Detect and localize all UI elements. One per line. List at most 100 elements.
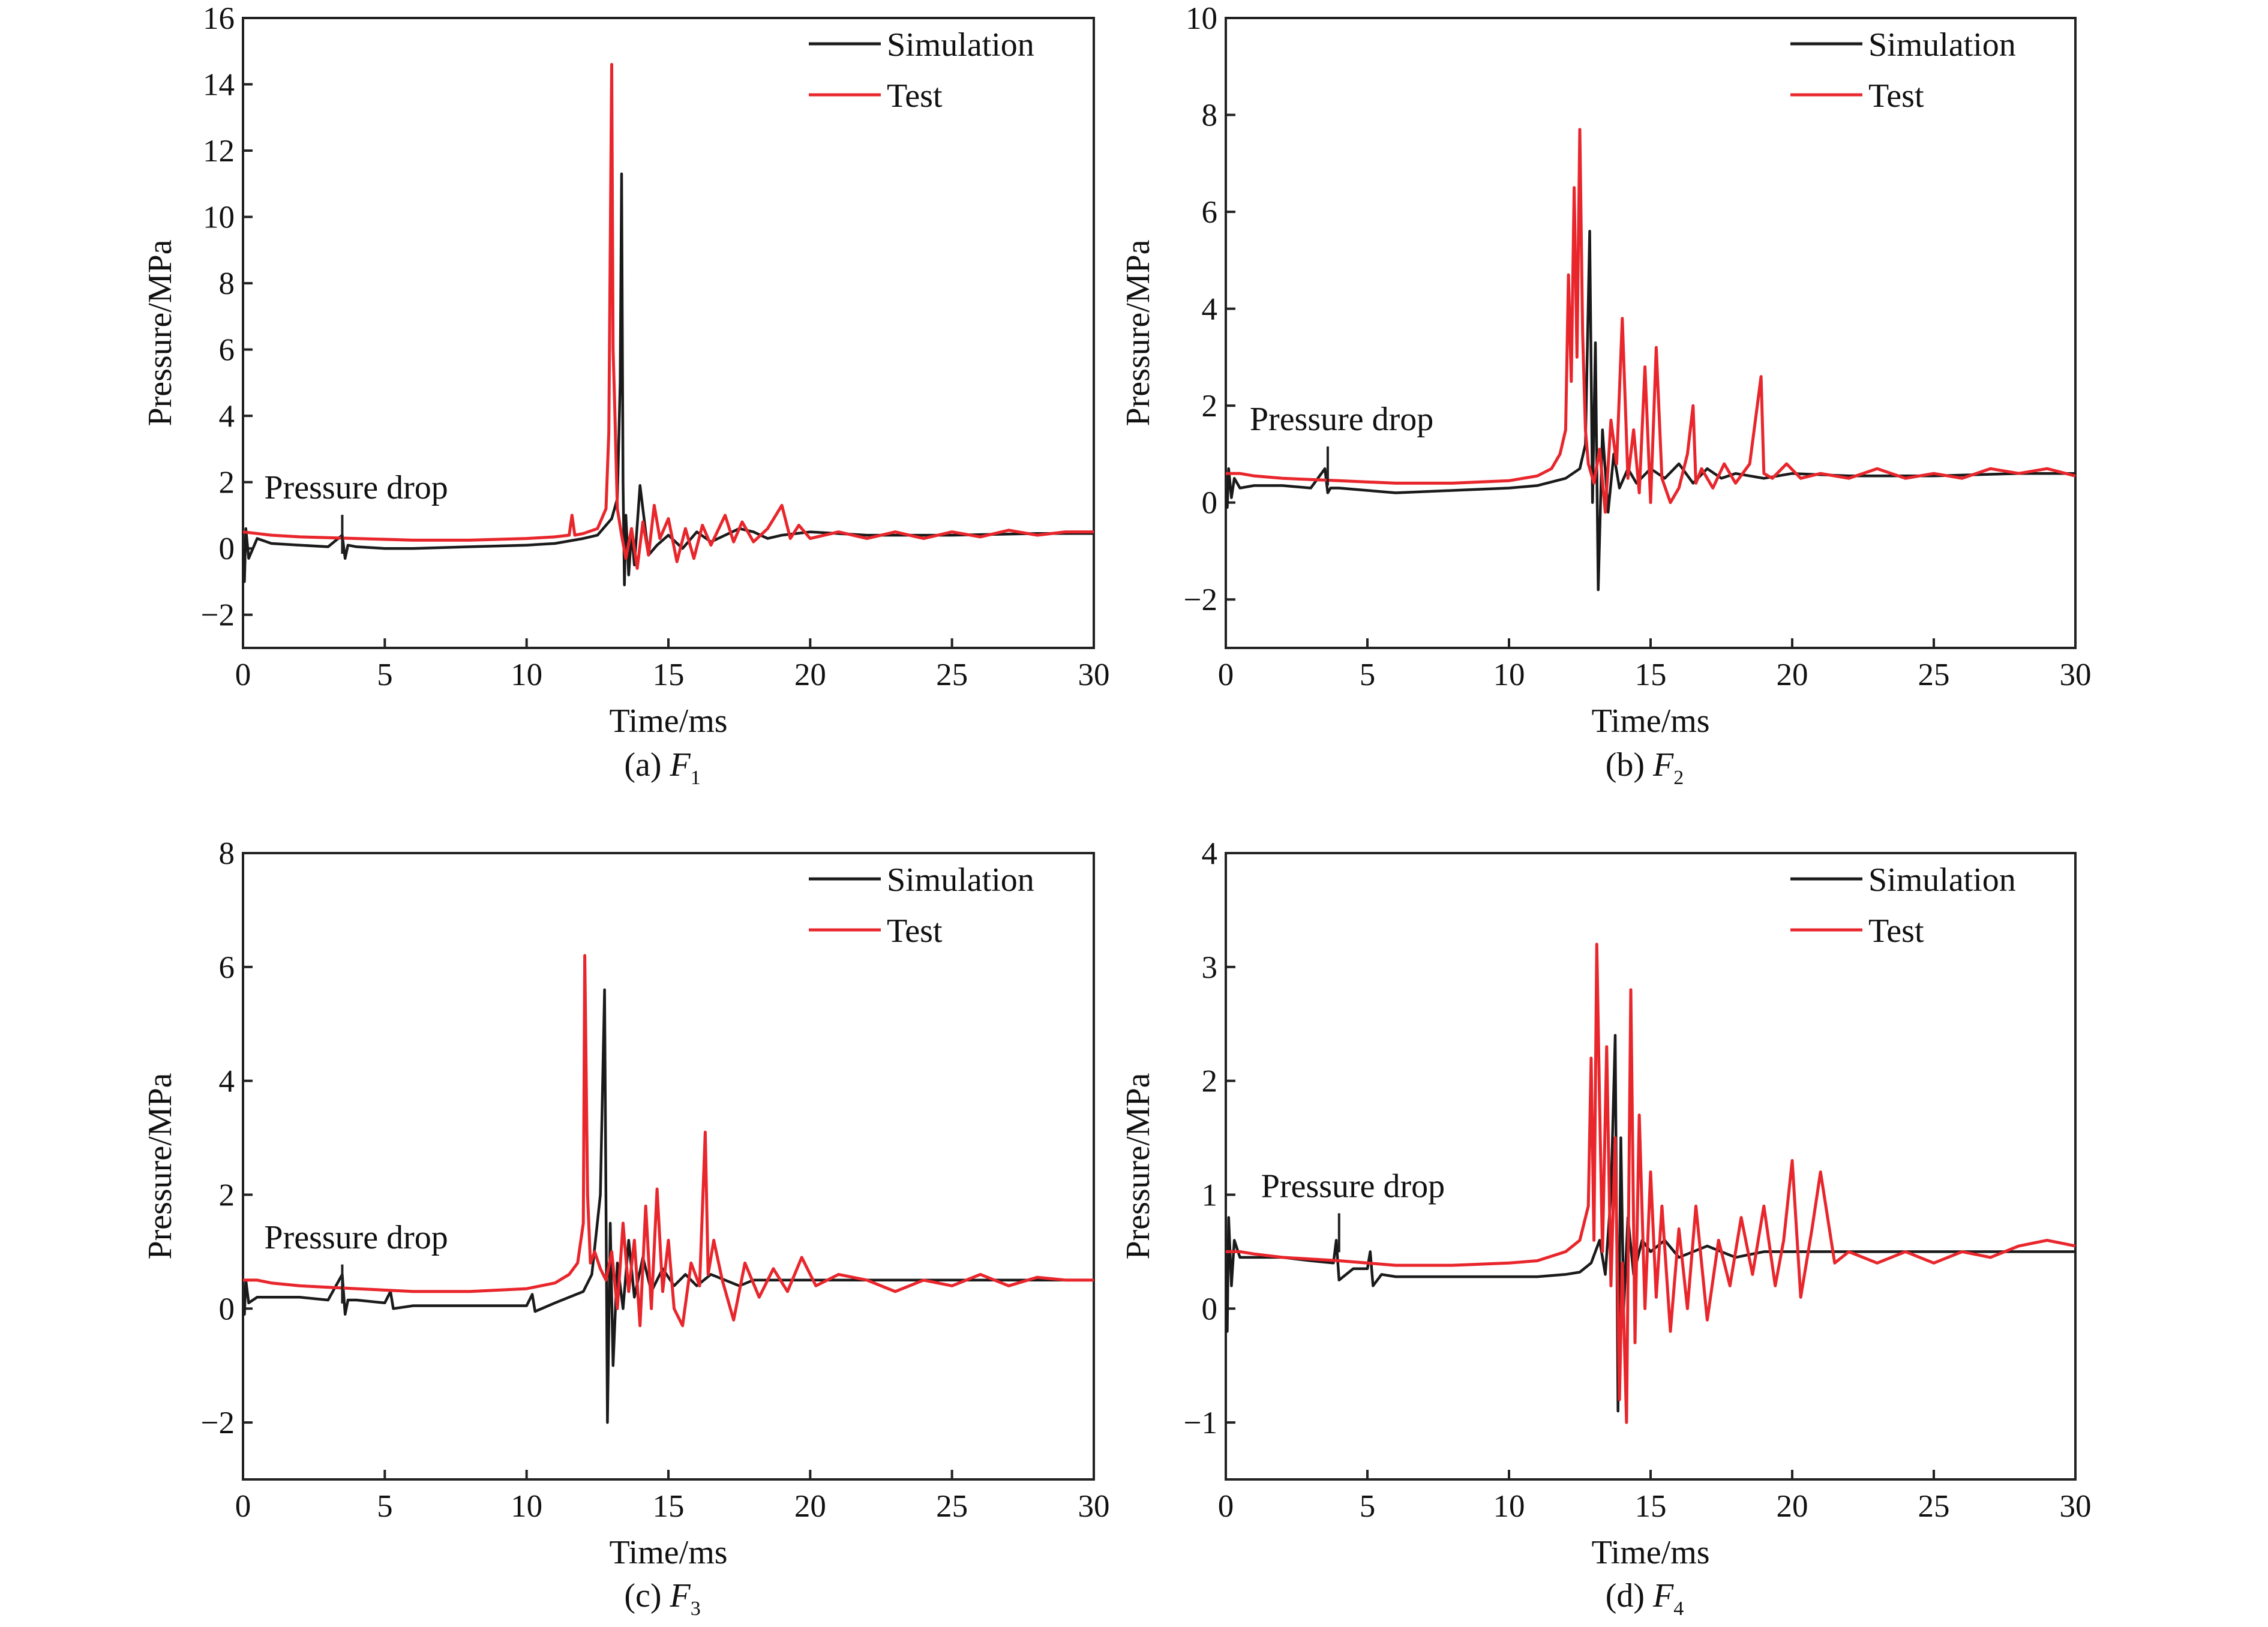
x-tick-label: 15 xyxy=(653,1489,685,1524)
y-tick-label: 3 xyxy=(1202,950,1218,985)
x-tick-label: 15 xyxy=(1635,658,1667,692)
x-tick-label: 20 xyxy=(794,658,826,692)
y-axis-label: Pressure/MPa xyxy=(1120,1073,1157,1259)
series-line-simulation xyxy=(1226,1034,2075,1413)
x-tick-label: 20 xyxy=(1777,658,1808,692)
x-tick-label: 25 xyxy=(936,658,968,692)
caption-subscript: 4 xyxy=(1673,1598,1684,1620)
x-tick-label: 30 xyxy=(1078,1489,1110,1524)
series-line-test xyxy=(243,62,1094,570)
x-tick-label: 20 xyxy=(794,1489,826,1524)
subplot-2: 0 5 10 15 20 25 30 −2 0 2 4 6 8 10 Time/ms Pressure/MPa… xyxy=(1120,1,2092,789)
y-tick-label: 8 xyxy=(219,836,235,871)
legend-label-simulation: Simulation xyxy=(1868,26,2016,64)
caption-subscript: 3 xyxy=(691,1598,701,1620)
caption-variable: F xyxy=(669,746,691,784)
x-tick-label: 10 xyxy=(1493,658,1525,692)
y-axis-label: Pressure/MPa xyxy=(142,239,179,426)
y-axis-label: Pressure/MPa xyxy=(142,1073,179,1259)
subplot-caption: (b) F2 xyxy=(1606,746,1684,789)
caption-prefix: (b) xyxy=(1606,746,1653,784)
caption-variable: F xyxy=(1652,746,1674,784)
y-tick-label: 14 xyxy=(203,68,235,103)
x-axis-label: Time/ms xyxy=(609,1534,727,1571)
subplot-caption: (a) F1 xyxy=(624,746,700,789)
y-tick-label: 2 xyxy=(219,466,235,500)
subplot-3: 0 5 10 15 20 25 30 −2 0 2 4 6 8 Time/ms Pressure/MPa Pr… xyxy=(142,836,1110,1620)
x-axis-label: Time/ms xyxy=(1591,703,1709,740)
y-tick-label: 12 xyxy=(203,134,235,169)
y-tick-label: −2 xyxy=(201,1406,235,1440)
y-tick-label: −2 xyxy=(201,598,235,633)
y-tick-label: 6 xyxy=(1202,195,1218,230)
y-tick-label: 0 xyxy=(219,532,235,566)
y-tick-label: 1 xyxy=(1202,1178,1218,1212)
y-tick-label: 2 xyxy=(1202,389,1218,424)
annotation-text: Pressure drop xyxy=(264,1219,448,1256)
x-tick-label: 5 xyxy=(1360,1489,1376,1524)
subplot-caption: (c) F3 xyxy=(624,1577,700,1620)
legend-label-simulation: Simulation xyxy=(887,861,1034,899)
x-tick-label: 10 xyxy=(1493,1489,1525,1524)
plot-frame xyxy=(1225,852,2077,1481)
x-tick-label: 10 xyxy=(511,658,542,692)
caption-subscript: 2 xyxy=(1673,767,1684,789)
y-tick-label: 6 xyxy=(219,333,235,368)
caption-prefix: (c) xyxy=(624,1577,670,1614)
annotation-text: Pressure drop xyxy=(264,469,448,506)
y-tick-label: 8 xyxy=(219,266,235,301)
x-tick-label: 20 xyxy=(1777,1489,1808,1524)
plot-frame xyxy=(242,17,1095,649)
annotation-text: Pressure drop xyxy=(1261,1167,1445,1205)
legend-label-simulation: Simulation xyxy=(1868,861,2016,899)
subplot-4: 0 5 10 15 20 25 30 −1 0 1 2 3 4 Time/ms Pressure/MPa Pr… xyxy=(1120,836,2092,1620)
y-tick-label: 4 xyxy=(219,1064,235,1099)
y-tick-label: 2 xyxy=(1202,1064,1218,1099)
subplot-1: 0 5 10 15 20 25 30−20246810121416Time/msPressu… xyxy=(142,1,1110,789)
y-axis-label: Pressure/MPa xyxy=(1120,239,1157,426)
x-tick-label: 0 xyxy=(1218,1489,1234,1524)
caption-variable: F xyxy=(1652,1577,1674,1614)
legend-label-test: Test xyxy=(887,77,943,115)
plot-frame xyxy=(1225,17,2077,649)
caption-prefix: (d) xyxy=(1606,1577,1653,1614)
y-tick-label: 4 xyxy=(1202,292,1218,327)
y-tick-label: 6 xyxy=(219,950,235,985)
legend-label-test: Test xyxy=(887,912,943,950)
caption-variable: F xyxy=(669,1577,691,1614)
series-line-test xyxy=(243,954,1094,1328)
annotation-text: Pressure drop xyxy=(1250,401,1433,438)
legend-label-test: Test xyxy=(1868,77,1924,115)
series-line-simulation xyxy=(243,988,1094,1424)
x-tick-label: 10 xyxy=(511,1489,542,1524)
x-tick-label: 5 xyxy=(377,1489,393,1524)
x-tick-label: 30 xyxy=(2060,658,2092,692)
y-tick-label: 0 xyxy=(1202,1292,1218,1326)
x-tick-label: 0 xyxy=(235,658,251,692)
legend-label-test: Test xyxy=(1868,912,1924,950)
x-tick-label: 30 xyxy=(2060,1489,2092,1524)
series-line-test xyxy=(1226,128,2075,514)
legend-label-simulation: Simulation xyxy=(887,26,1034,64)
y-tick-label: 2 xyxy=(219,1178,235,1212)
plot-frame xyxy=(242,852,1095,1481)
caption-subscript: 1 xyxy=(691,767,701,789)
x-tick-label: 5 xyxy=(377,658,393,692)
x-tick-label: 30 xyxy=(1078,658,1110,692)
y-tick-label: 4 xyxy=(219,399,235,434)
x-tick-label: 0 xyxy=(1218,658,1234,692)
x-tick-label: 15 xyxy=(653,658,685,692)
x-tick-label: 25 xyxy=(1918,658,1950,692)
subplot-caption: (d) F4 xyxy=(1606,1577,1684,1620)
y-tick-label: 10 xyxy=(1186,1,1217,36)
y-tick-label: −1 xyxy=(1184,1406,1217,1440)
x-tick-label: 25 xyxy=(1918,1489,1950,1524)
x-tick-label: 15 xyxy=(1635,1489,1667,1524)
caption-prefix: (a) xyxy=(624,746,670,784)
y-tick-label: 4 xyxy=(1202,836,1218,871)
y-tick-label: 0 xyxy=(1202,486,1218,521)
y-tick-label: 16 xyxy=(203,1,235,36)
x-tick-label: 5 xyxy=(1360,658,1376,692)
y-tick-label: −2 xyxy=(1184,583,1217,617)
